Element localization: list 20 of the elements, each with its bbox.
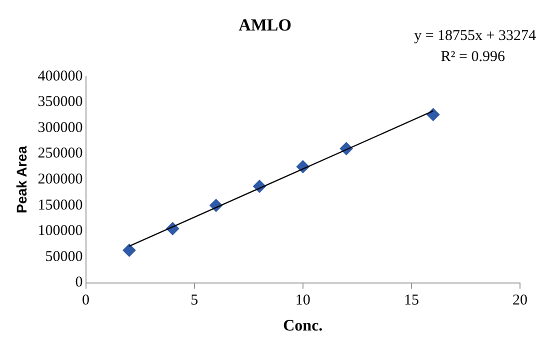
point	[426, 108, 440, 122]
text: y = 18755x + 33274	[414, 28, 536, 44]
y-tick-label: 150000	[38, 197, 83, 214]
x-tick-label: 15	[404, 292, 419, 309]
y-tick-label: 350000	[38, 94, 83, 110]
y-tick-label: 50000	[45, 248, 83, 265]
point	[122, 244, 136, 257]
y-tick-label: 0	[75, 274, 83, 291]
x-tick-label: 10	[295, 292, 310, 309]
x-tick-label: 20	[512, 292, 528, 309]
text: R² = 0.996	[440, 48, 506, 65]
y-tick-label: 300000	[38, 120, 83, 136]
y-tick-label: 400000	[38, 68, 83, 84]
x-axis-title: Conc.	[283, 318, 323, 335]
x-tick-label: 5	[190, 292, 198, 309]
y-tick-label: 100000	[38, 223, 83, 240]
y-axis-title: Peak Area	[13, 146, 30, 214]
y-tick-label: 200000	[38, 172, 83, 188]
chart-title: AMLO	[238, 16, 292, 35]
y-tick-label: 250000	[38, 146, 83, 162]
